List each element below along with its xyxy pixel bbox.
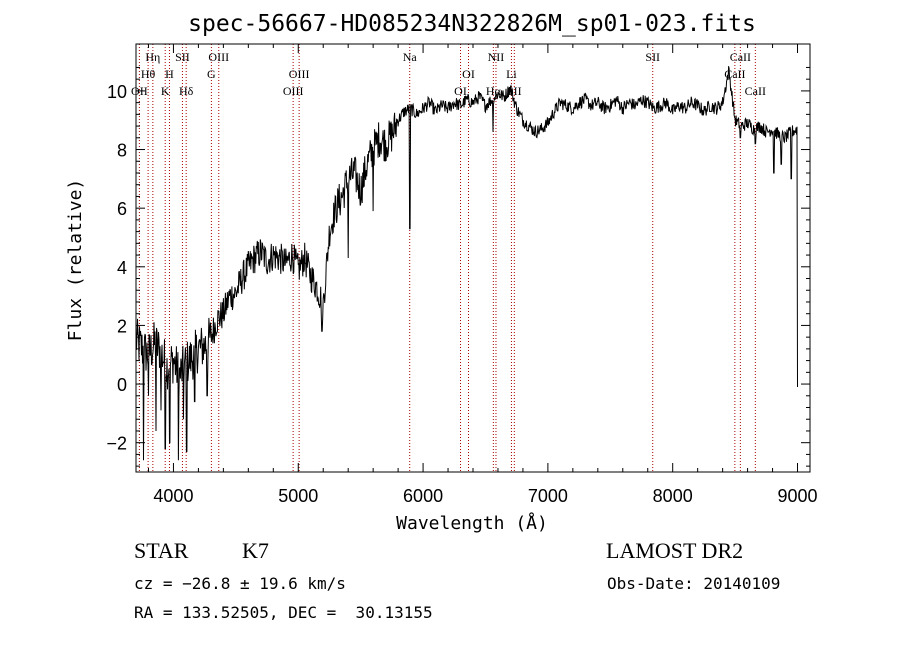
spectral-line-markers: [138, 44, 756, 472]
x-tick-label: 4000: [153, 486, 193, 506]
y-tick-label: 8: [117, 141, 127, 161]
x-tick-label: 9000: [777, 486, 817, 506]
spectral-line-label: Hη: [145, 50, 160, 64]
spectral-line-label: NII: [488, 50, 505, 64]
y-tick-label: 10: [107, 82, 127, 102]
observation-date: Obs-Date: 20140109: [607, 574, 781, 593]
survey-name: LAMOST DR2: [606, 538, 744, 563]
spectrum-line: [135, 66, 798, 461]
spectral-line-label: Na: [403, 50, 418, 64]
x-tick-label: 5000: [278, 486, 318, 506]
spectral-line-label: Hδ: [179, 84, 194, 98]
spectrum-series: [135, 66, 798, 461]
spectral-line-label: OIII: [283, 84, 304, 98]
x-tick-label: 8000: [653, 486, 693, 506]
object-class: STAR: [134, 538, 189, 563]
spectral-line-label: Hθ: [141, 67, 156, 81]
spectral-line-label: K: [161, 84, 170, 98]
x-axis-ticks: 4000 5000 6000 7000 8000 9000: [147, 44, 818, 506]
spectral-line-label: SII: [645, 50, 660, 64]
y-tick-label: 2: [117, 316, 127, 336]
velocity-readout: cz = −26.8 ± 19.6 km/s: [134, 574, 346, 593]
x-tick-label: 6000: [403, 486, 443, 506]
y-tick-label: 0: [117, 375, 127, 395]
y-tick-label: 6: [117, 199, 127, 219]
spectral-line-label: Li: [506, 67, 517, 81]
y-axis-label: Flux (relative): [65, 179, 86, 342]
y-tick-label: −2: [106, 434, 127, 454]
spectral-line-label: H: [165, 67, 174, 81]
spectral-line-label: OI: [454, 84, 467, 98]
spectral-line-label: G: [207, 67, 216, 81]
spectral-line-label: OI: [462, 67, 475, 81]
spectral-line-label: OIII: [208, 50, 229, 64]
spectral-line-label: CaII: [745, 84, 766, 98]
x-axis-label: Wavelength (Å): [396, 512, 548, 534]
coordinates-readout: RA = 133.52505, DEC = 30.13155: [134, 603, 433, 622]
y-axis-ticks: −2 0 2 4 6 8 10: [106, 66, 810, 467]
spectral-line-label: CaII: [730, 50, 751, 64]
spectral-line-label: SII: [175, 50, 190, 64]
chart-title: spec-56667-HD085234N322826M_sp01-023.fit…: [188, 11, 756, 37]
y-tick-label: 4: [117, 258, 127, 278]
spectral-line-label: OIII: [289, 67, 310, 81]
object-subclass: K7: [242, 538, 269, 563]
x-tick-label: 7000: [528, 486, 568, 506]
